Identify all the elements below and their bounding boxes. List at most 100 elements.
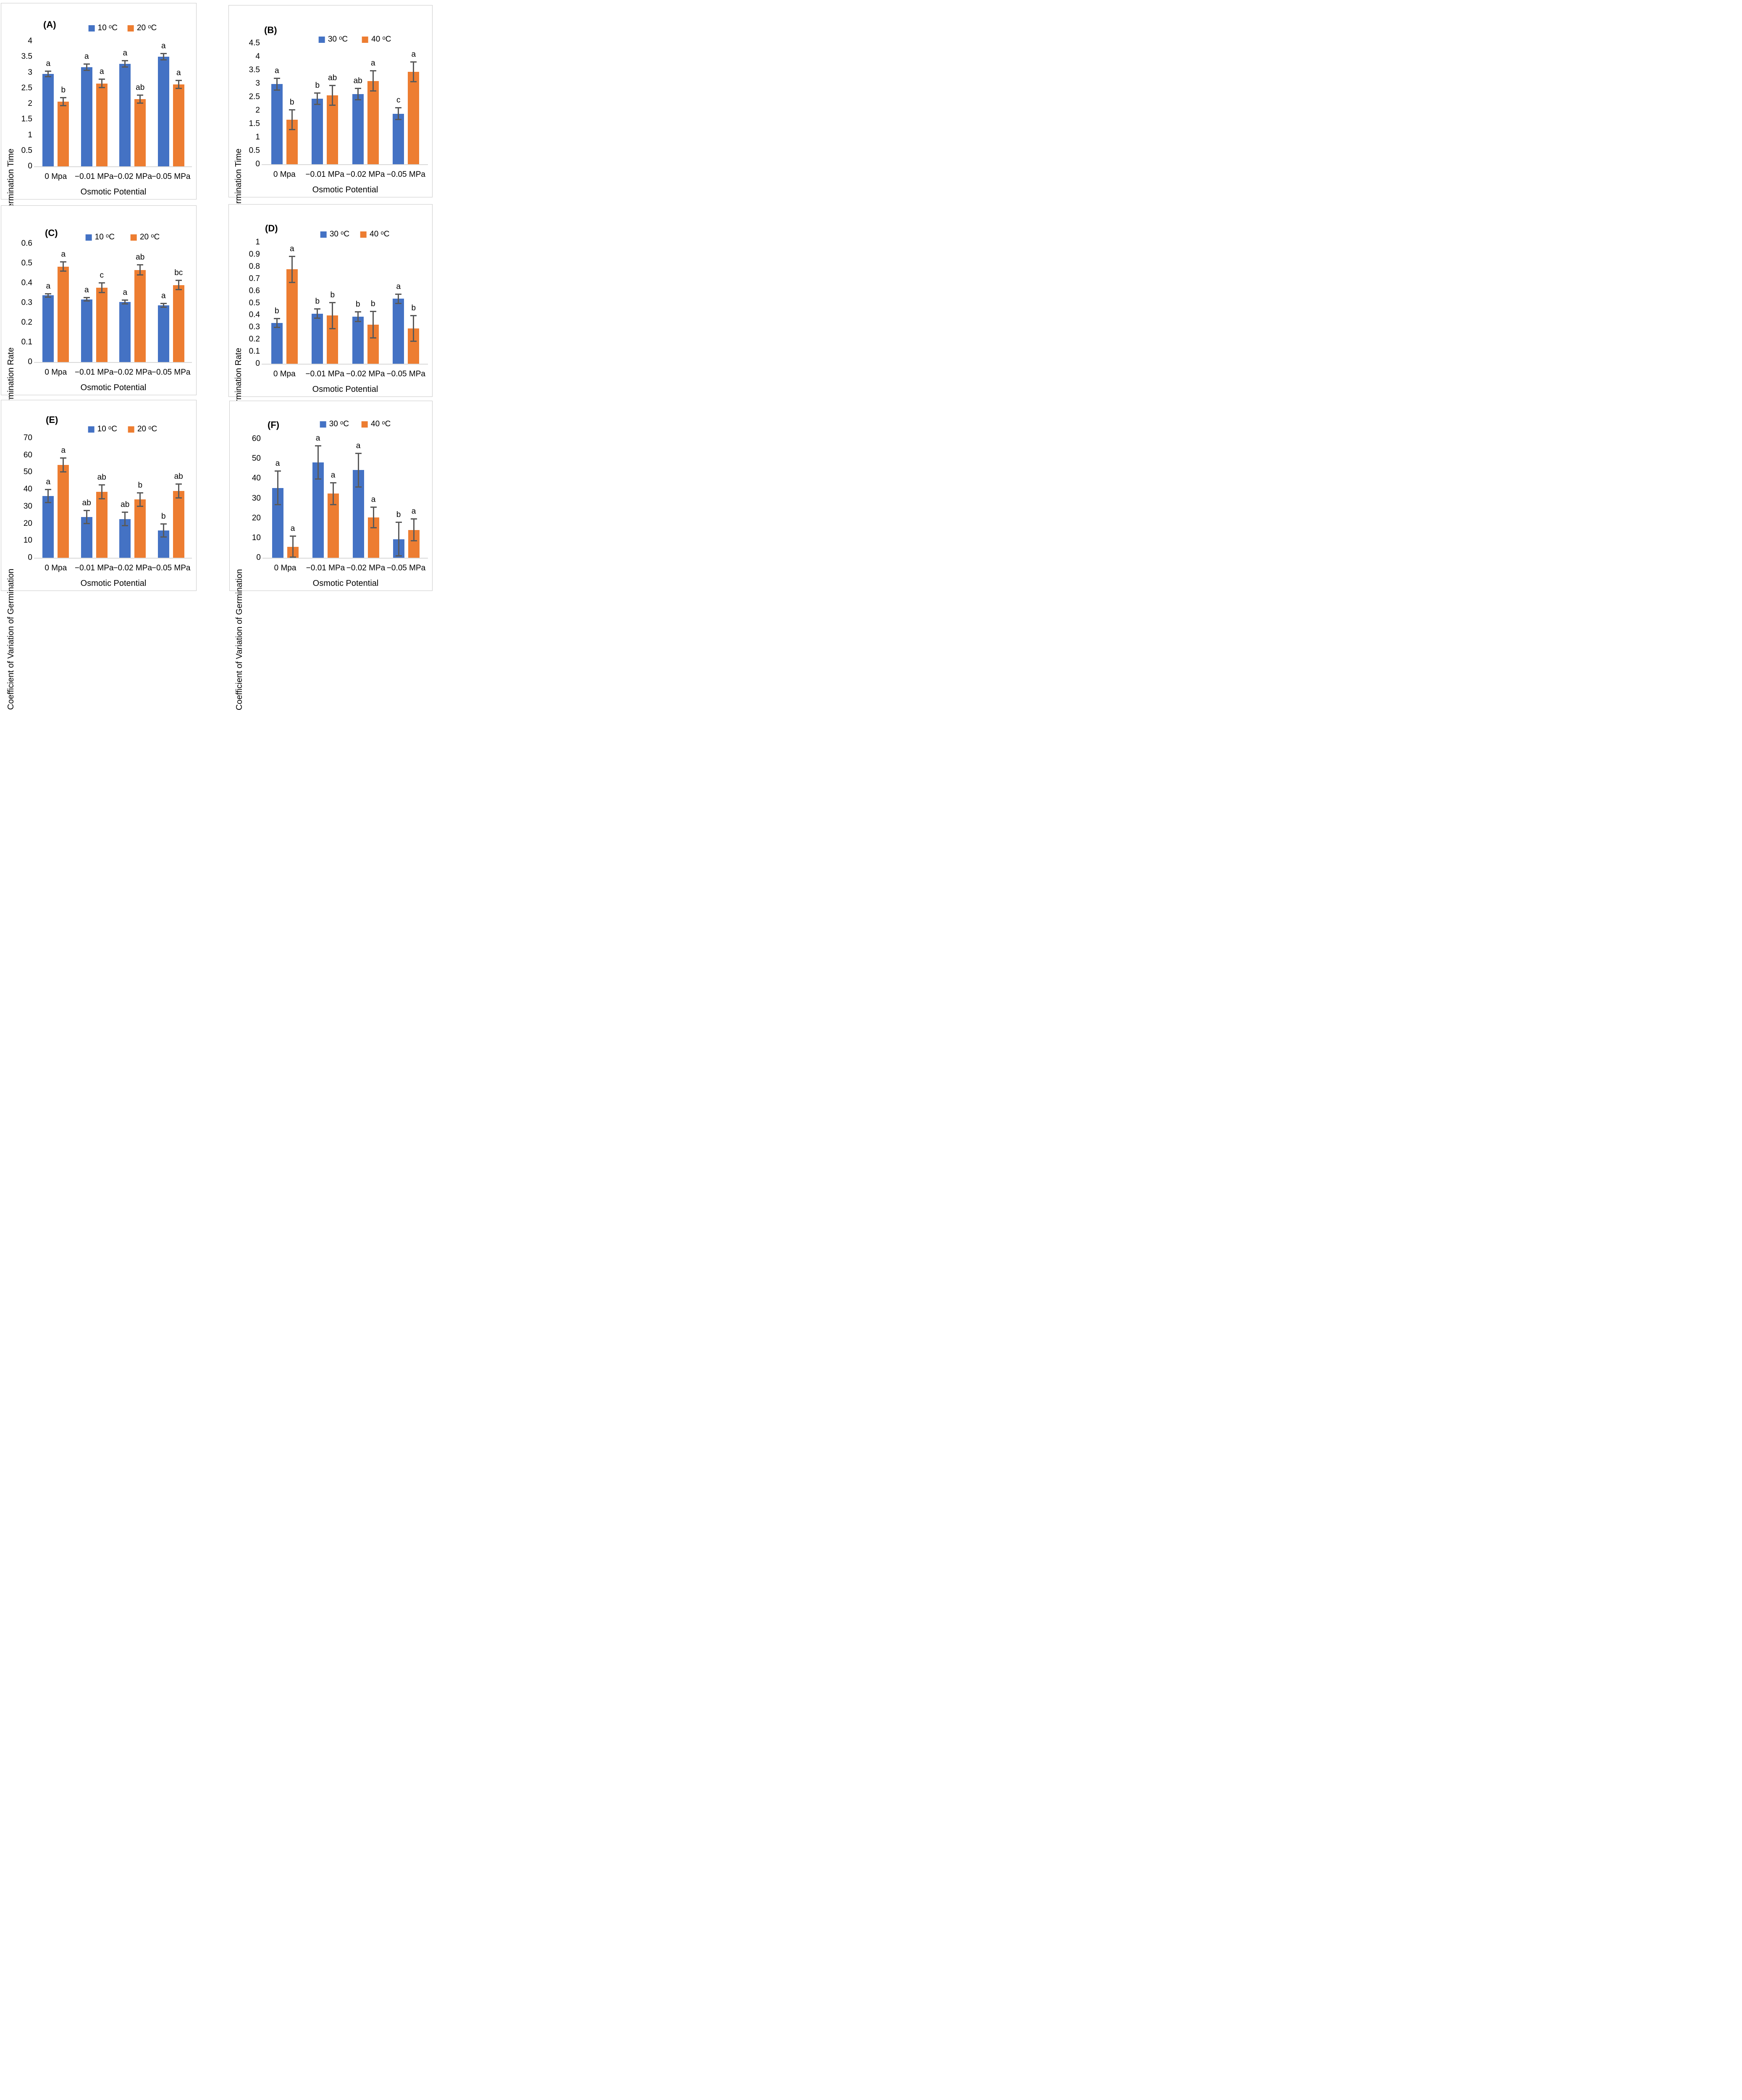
error-bar-stem [163,53,164,61]
error-bar-cap-top [410,518,417,520]
y-tick-label: 0 [255,160,260,168]
error-bar-cap-top [122,60,129,61]
sig-letter: ab [121,500,130,509]
error-bar-stem [317,92,318,105]
bar-10c-0.01mpa [81,299,92,362]
error-bar-stem [291,109,293,130]
error-bar-cap-top [410,61,417,63]
panel-label-e: (E) [46,415,58,425]
y-tick-label: 0.4 [21,278,32,287]
error-bar-cap-bottom [45,296,52,298]
error-bar-cap-bottom [122,66,129,68]
error-bar-cap-top [370,506,377,508]
error-bar-cap-top [60,457,67,459]
error-bar-stem [317,308,318,319]
x-tick-label: −0.01 MPa [75,172,114,181]
error-bar-stem [357,88,359,100]
y-axis-title-f: Coefficient of Variation of Germination [235,569,244,710]
legend-swatch-40c [360,231,367,238]
x-tick-label: −0.01 MPa [305,170,344,179]
x-axis-line [262,164,428,165]
legend-item-40c: 40 ᵒC [362,35,391,44]
sig-letter: a [84,52,89,61]
legend-item-30c: 30 ᵒC [320,420,349,429]
y-tick-label: 2.5 [21,83,32,92]
bar-20c-0.01mpa [96,83,108,166]
panel-c: (C) 10 ᵒC 20 ᵒC Mean Germination Rate 0 0.1 0.… [1,205,197,436]
y-tick-label: 10 [23,536,32,545]
error-bar-cap-top [355,452,362,454]
sig-letter: a [46,59,51,68]
error-bar-cap-top [315,445,321,447]
sig-letter: ab [328,74,337,83]
error-bar-cap-top [160,523,167,525]
y-tick-label: 3 [28,68,32,77]
error-bar-cap-top [160,53,167,55]
sig-letter: a [99,67,104,76]
error-bar-stem [291,255,293,284]
error-bar-cap-bottom [160,59,167,61]
error-bar-cap-bottom [354,99,361,100]
bar-30c-0.02mpa [352,316,364,364]
x-axis-line [262,363,428,365]
error-bar-cap-bottom [354,320,361,322]
error-bar-stem [63,261,64,272]
error-bar-stem [178,280,179,291]
y-tick-label: 0.1 [249,347,260,356]
x-tick-label: −0.05 MPa [386,564,426,572]
y-tick-label: 0 [28,553,32,562]
error-bar-cap-bottom [160,306,167,308]
x-axis-line [262,557,428,559]
sig-letter: bc [174,268,183,278]
y-tick-label: 60 [23,450,32,459]
legend-swatch-20c [127,25,134,32]
legend-swatch-30c [320,231,327,238]
legend-item-20c: 20 ᵒC [127,24,157,33]
y-tick-label: 0.8 [249,262,260,271]
sig-letter: a [176,68,181,77]
legend-swatch-10c [85,234,92,241]
error-bar-cap-bottom [60,105,67,106]
error-bar-cap-bottom [122,303,129,304]
x-tick-label: −0.05 MPa [152,564,191,572]
legend-label-10c: 10 ᵒC [97,24,118,32]
error-bar-cap-top [98,484,105,486]
x-axis-title-e: Osmotic Potential [80,579,147,588]
error-bar-cap-bottom [289,556,296,558]
error-bar-cap-bottom [315,478,321,480]
error-bar-stem [124,299,126,304]
error-bar-stem [332,85,333,106]
x-tick-label: 0 Mpa [274,564,296,572]
y-tick-label: 1 [28,130,32,139]
error-bar-cap-top [175,79,182,81]
error-bar-cap-bottom [410,81,417,82]
legend-swatch-30c [320,421,326,428]
sig-letter: a [46,477,51,486]
error-bar-cap-top [314,92,321,94]
error-bar-cap-bottom [175,88,182,89]
y-tick-label: 30 [23,501,32,511]
y-tick-label: 50 [252,454,261,463]
error-bar-cap-bottom [45,76,52,78]
error-bar-stem [276,318,278,328]
error-bar-cap-bottom [370,90,376,92]
sig-letter: a [123,288,128,297]
error-bar-stem [47,71,49,78]
legend-swatch-40c [362,421,368,428]
bar-20c-0mpa [58,101,69,166]
panel-label-d: (D) [265,223,278,234]
y-tick-label: 3.5 [249,66,260,74]
y-tick-label: 0.4 [249,310,260,320]
error-bar-stem [47,488,49,503]
error-bar-cap-top [395,522,402,523]
panel-label-f: (F) [268,420,280,430]
legend-item-40c: 40 ᵒC [362,420,391,429]
bar-20c-0.02mpa [134,99,146,166]
error-bar-cap-bottom [395,302,402,304]
error-bar-cap-bottom [314,318,321,319]
panel-label-a: (A) [43,19,56,30]
error-bar-stem [86,297,87,302]
legend-item-10c: 10 ᵒC [88,24,118,33]
bar-30c-0mpa [271,84,283,164]
